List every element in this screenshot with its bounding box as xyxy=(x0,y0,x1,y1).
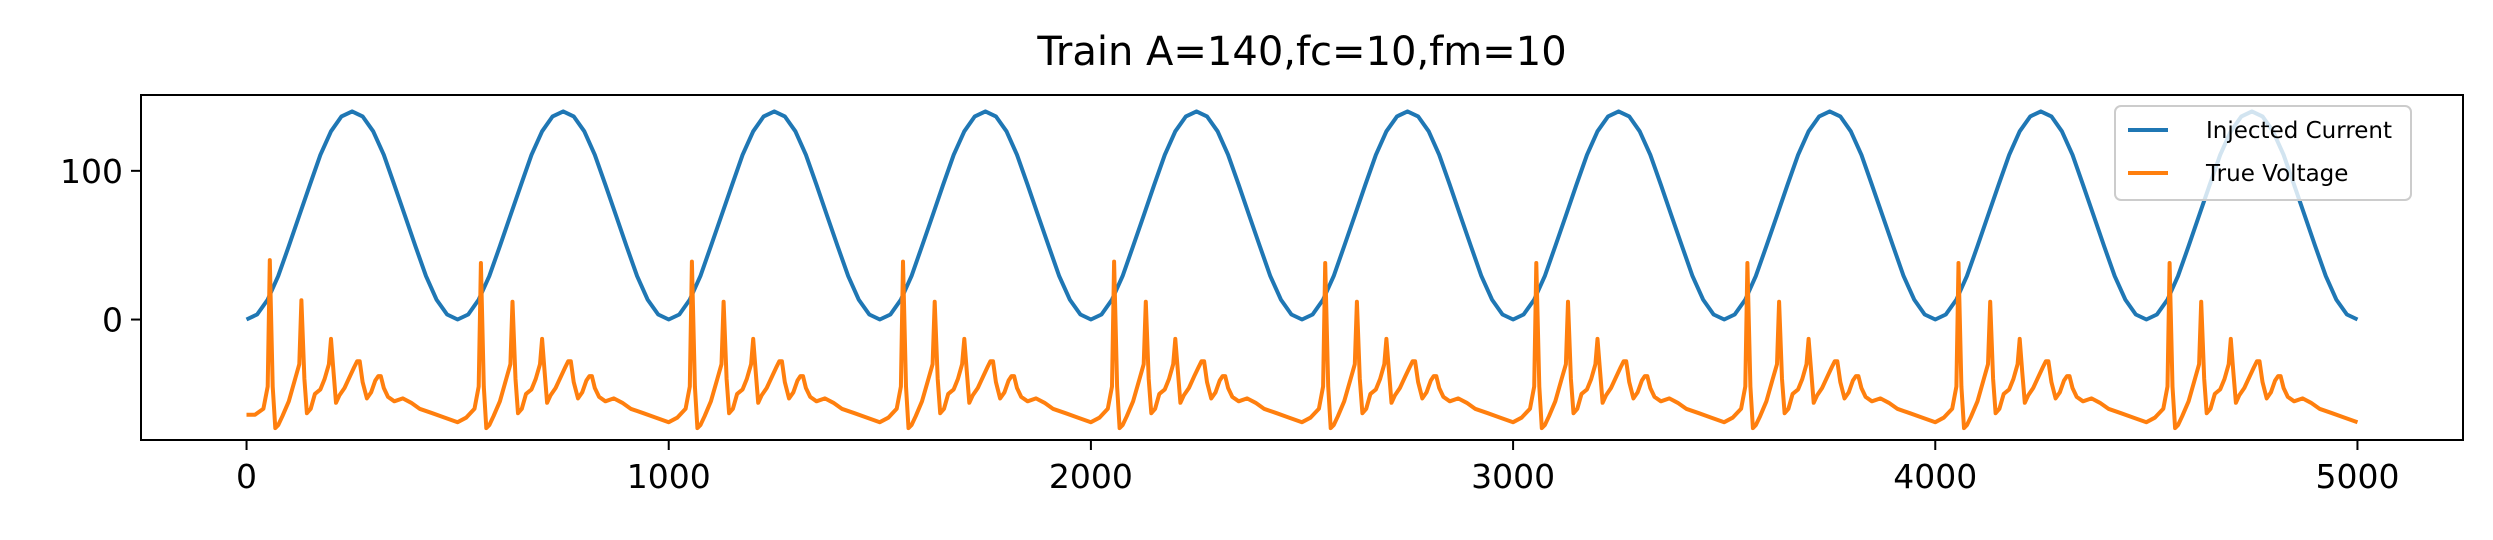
chart-title: Train A=140,fc=10,fm=10 xyxy=(1036,29,1566,75)
x-tick-label: 3000 xyxy=(1471,457,1555,496)
y-tick-label: 0 xyxy=(102,301,123,340)
y-axis: 0 100 xyxy=(60,152,141,340)
legend-label-true-voltage: True Voltage xyxy=(2205,161,2348,187)
y-tick-label: 100 xyxy=(60,152,123,191)
x-tick-label: 2000 xyxy=(1049,457,1133,496)
x-tick-label: 1000 xyxy=(627,457,711,496)
legend: Injected Current True Voltage xyxy=(2114,105,2412,201)
series-line-injected-current xyxy=(245,109,2359,322)
x-axis: 0 1000 2000 3000 4000 5000 xyxy=(236,440,2399,496)
axes-frame xyxy=(140,94,2464,441)
x-tick-label: 5000 xyxy=(2315,457,2399,496)
legend-box xyxy=(2114,105,2412,201)
series-line-true-voltage xyxy=(246,258,2359,431)
x-tick-label: 4000 xyxy=(1893,457,1977,496)
x-tick-label: 0 xyxy=(236,457,257,496)
plot-area xyxy=(141,95,2463,440)
legend-label-injected-current: Injected Current xyxy=(2206,118,2392,144)
series-layer xyxy=(245,109,2359,431)
